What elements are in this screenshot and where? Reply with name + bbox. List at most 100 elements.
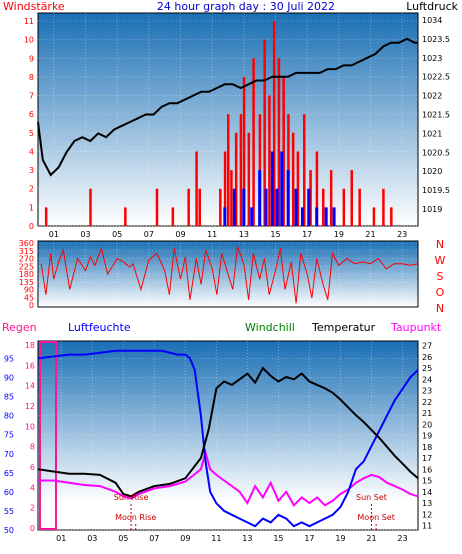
direction-tick-label: 135	[19, 278, 34, 287]
x-tick-label: 17	[304, 534, 314, 543]
gust-bar	[275, 188, 279, 226]
wind-bar	[390, 207, 393, 226]
wind-bar	[239, 114, 243, 226]
x-tick-label: 13	[242, 534, 252, 543]
wind-bar	[296, 151, 300, 226]
wind-bar	[155, 188, 159, 226]
legend-windchill: Windchill	[245, 321, 295, 334]
temperature-tick-label: 17	[422, 454, 432, 463]
left-tick-label: 3	[29, 166, 34, 175]
wind-bar	[230, 170, 233, 226]
x-tick-label: 07	[144, 230, 154, 239]
wind-bar	[315, 151, 319, 226]
direction-line	[40, 246, 419, 304]
wind-bar	[234, 132, 238, 226]
wind-bar	[223, 151, 227, 226]
humidity-tick-label: 75	[4, 431, 14, 440]
right-tick-label: 1020.5	[422, 148, 450, 157]
right-tick-label: 1021.5	[422, 111, 450, 120]
gust-bar	[315, 207, 319, 226]
gust-bar	[264, 188, 268, 226]
gust-bar	[300, 207, 304, 226]
compass-label: O	[436, 286, 445, 299]
left-tick-label: 1	[29, 203, 34, 212]
temperature-tick-label: 14	[422, 488, 432, 497]
wind-bar	[227, 114, 230, 226]
temperature-tick-label: 27	[422, 342, 432, 351]
wind-bar	[198, 188, 201, 226]
header-right-label: Luftdruck	[406, 0, 458, 13]
humidity-line	[37, 349, 419, 528]
wind-bar	[171, 207, 175, 226]
right-tick-label: 1023.5	[422, 35, 450, 44]
x-tick-label: 19	[335, 534, 345, 543]
x-tick-label: 05	[112, 230, 122, 239]
left-tick-label: 8	[29, 73, 34, 82]
humidity-tick-label: 55	[4, 507, 14, 516]
rain-tick-label: 16	[25, 361, 35, 370]
wind-bar	[309, 170, 312, 226]
gust-bar	[332, 207, 336, 226]
wind-bar	[358, 188, 361, 226]
temperature-tick-label: 11	[422, 522, 432, 531]
temperature-tick-label: 24	[422, 375, 432, 384]
compass-label: N	[436, 302, 444, 315]
temperature-tick-label: 19	[422, 432, 432, 441]
left-tick-label: 4	[29, 147, 34, 156]
humidity-tick-label: 65	[4, 469, 14, 478]
right-tick-label: 1019	[422, 205, 442, 214]
x-tick-label: 03	[80, 230, 90, 239]
x-tick-label: 17	[302, 230, 312, 239]
wind-bar	[277, 58, 281, 226]
wind-bar	[187, 188, 190, 226]
compass-label: S	[437, 270, 444, 283]
x-tick-label: 23	[397, 230, 407, 239]
rain-tick-label: 18	[25, 341, 35, 350]
legend-luftfeuchte: Luftfeuchte	[68, 321, 131, 334]
wind-bar	[44, 207, 48, 226]
temperature-tick-label: 12	[422, 510, 432, 519]
rain-tick-label: 10	[25, 422, 35, 431]
left-tick-label: 6	[29, 110, 34, 119]
humidity-tick-label: 60	[4, 488, 14, 497]
wind-bar	[342, 188, 346, 226]
gust-bar	[324, 207, 328, 226]
wind-bar	[242, 76, 246, 226]
wind-bar	[247, 132, 251, 226]
temperature-tick-label: 22	[422, 398, 432, 407]
annotation-label: Moon Set	[357, 513, 394, 522]
left-tick-label: 2	[29, 185, 34, 194]
temperature-tick-label: 23	[422, 387, 432, 396]
humidity-tick-label: 80	[4, 412, 14, 421]
wind-bar	[219, 188, 222, 226]
wind-bar	[268, 95, 271, 226]
x-tick-label: 19	[334, 230, 344, 239]
header-title: 24 hour graph day : 30 Juli 2022	[157, 0, 335, 13]
direction-tick-label: 225	[19, 262, 34, 271]
direction-tick-label: 90	[24, 286, 34, 295]
gust-bar	[270, 151, 274, 226]
wind-bar	[252, 58, 255, 226]
direction-tick-label: 360	[19, 239, 34, 248]
wind-bar	[322, 188, 325, 226]
left-tick-label: 10	[24, 36, 34, 45]
right-tick-label: 1022.5	[422, 73, 450, 82]
wind-bar	[195, 151, 198, 226]
gust-bar	[294, 188, 298, 226]
wind-bar	[263, 39, 266, 226]
wind-bar	[124, 207, 127, 226]
left-tick-label: 11	[24, 17, 34, 26]
humidity-tick-label: 90	[4, 374, 14, 383]
humidity-tick-label: 50	[4, 526, 14, 535]
x-tick-label: 15	[273, 534, 283, 543]
legend-taupunkt: Taupunkt	[390, 321, 442, 334]
wind-bar	[282, 76, 285, 226]
gust-bar	[242, 188, 246, 226]
wind-bar	[329, 170, 333, 226]
left-tick-label: 7	[29, 92, 34, 101]
humidity-tick-label: 95	[4, 354, 14, 363]
temperature-tick-label: 16	[422, 465, 432, 474]
humidity-tick-label: 70	[4, 450, 14, 459]
